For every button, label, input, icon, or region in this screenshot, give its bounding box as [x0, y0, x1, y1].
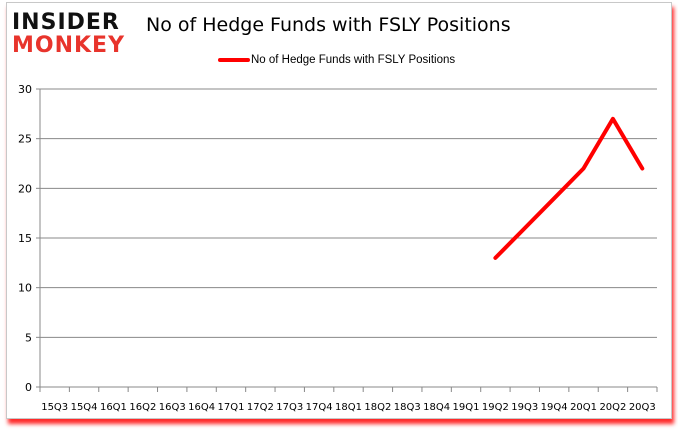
x-tick-label: 18Q2	[364, 402, 391, 413]
x-tick-label: 19Q1	[453, 402, 480, 413]
y-tick-label: 30	[18, 83, 32, 96]
series-line	[493, 116, 645, 260]
x-tick-label: 17Q1	[217, 402, 244, 413]
chart-frame	[6, 2, 672, 419]
legend-line-swatch-icon	[218, 58, 250, 62]
gridlines	[40, 88, 657, 338]
x-tick-label: 20Q2	[599, 402, 626, 413]
x-tick-label: 17Q2	[247, 402, 274, 413]
x-tick-label: 18Q4	[423, 402, 450, 413]
x-tick-label: 18Q1	[335, 402, 362, 413]
y-axis-ticks: 0 5 10 15 20 25 30	[18, 83, 32, 394]
logo-line-2: MONKEY	[12, 33, 126, 58]
x-tick-label: 17Q3	[276, 402, 303, 413]
x-tick-label: 15Q3	[41, 402, 68, 413]
y-tick-label: 20	[18, 182, 32, 195]
x-tick-label: 15Q4	[71, 402, 98, 413]
x-tick-label: 18Q3	[394, 402, 421, 413]
x-tick-label: 20Q1	[570, 402, 597, 413]
y-tick-label: 10	[18, 282, 32, 295]
y-tick-label: 0	[25, 381, 32, 394]
x-tick-label: 19Q4	[541, 402, 568, 413]
x-tick-label: 16Q4	[188, 402, 215, 413]
axes	[36, 88, 658, 392]
logo-line-1: INSIDER	[12, 10, 120, 35]
y-tick-label: 5	[25, 331, 32, 344]
legend-label: No of Hedge Funds with FSLY Positions	[251, 54, 456, 66]
chart-legend: No of Hedge Funds with FSLY Positions	[218, 54, 455, 66]
insider-monkey-logo: INSIDER MONKEY	[12, 12, 125, 57]
x-tick-label: 16Q2	[129, 402, 156, 413]
x-tick-label: 16Q3	[159, 402, 186, 413]
x-tick-label: 16Q1	[100, 402, 127, 413]
y-tick-label: 25	[18, 133, 32, 146]
x-axis-ticks: 15Q3 15Q4 16Q1 16Q2 16Q3 16Q4 17Q1 17Q2 17Q3 17Q4…	[41, 402, 656, 413]
x-tick-label: 19Q2	[482, 402, 509, 413]
x-tick-label: 19Q3	[511, 402, 538, 413]
x-tick-label: 17Q4	[306, 402, 333, 413]
x-tick-label: 20Q3	[629, 402, 656, 413]
chart-title: No of Hedge Funds with FSLY Positions	[146, 14, 511, 36]
y-tick-label: 15	[18, 232, 32, 245]
